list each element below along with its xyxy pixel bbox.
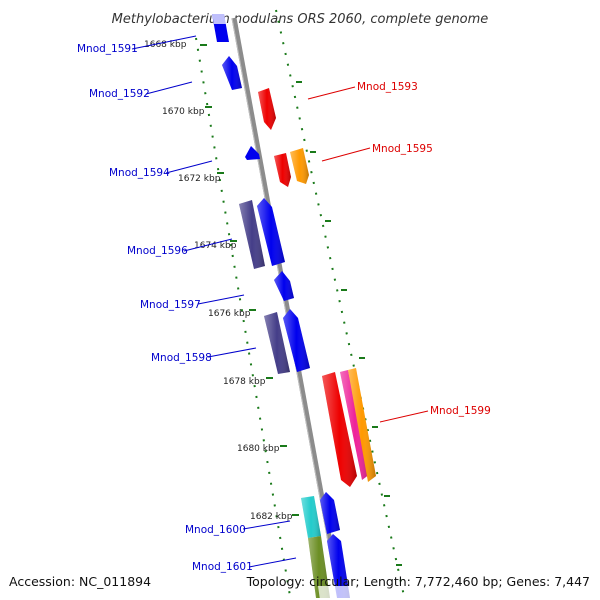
topology-text: Topology: circular; Length: 7,772,460 bp… <box>246 574 590 589</box>
tick-label-1672: 1672 kbp <box>178 174 221 184</box>
gene-label-mnod-1599[interactable]: Mnod_1599 <box>430 405 491 417</box>
map-title: Methylobacterium nodulans ORS 2060, comp… <box>112 12 489 27</box>
gene-label-mnod-1591[interactable]: Mnod_1591 <box>77 43 138 55</box>
gene-label-mnod-1597[interactable]: Mnod_1597 <box>140 299 201 311</box>
tick-label-1668: 1668 kbp <box>144 40 187 50</box>
gene-label-mnod-1594[interactable]: Mnod_1594 <box>109 167 170 179</box>
gene-label-mnod-1600[interactable]: Mnod_1600 <box>185 524 246 536</box>
gene-label-mnod-1601[interactable]: Mnod_1601 <box>192 561 253 573</box>
gene-label-mnod-1596[interactable]: Mnod_1596 <box>127 245 188 257</box>
leader-lines <box>131 35 429 568</box>
accession-text: Accession: NC_011894 <box>9 574 151 589</box>
tick-label-1676: 1676 kbp <box>208 309 251 319</box>
gene-label-mnod-1595[interactable]: Mnod_1595 <box>372 143 433 155</box>
tick-label-1678: 1678 kbp <box>223 377 266 387</box>
major-ticks <box>200 44 402 566</box>
gene-label-mnod-1592[interactable]: Mnod_1592 <box>89 88 150 100</box>
gene-label-mnod-1593[interactable]: Mnod_1593 <box>357 81 418 93</box>
tick-track-right <box>275 9 405 597</box>
feature-1594[interactable] <box>245 146 260 160</box>
tick-label-1680: 1680 kbp <box>237 444 280 454</box>
gene-features <box>210 4 376 600</box>
gene-label-mnod-1598[interactable]: Mnod_1598 <box>151 352 212 364</box>
tick-label-1670: 1670 kbp <box>162 107 205 117</box>
tick-label-1682: 1682 kbp <box>250 512 293 522</box>
tick-label-1674: 1674 kbp <box>194 241 237 251</box>
